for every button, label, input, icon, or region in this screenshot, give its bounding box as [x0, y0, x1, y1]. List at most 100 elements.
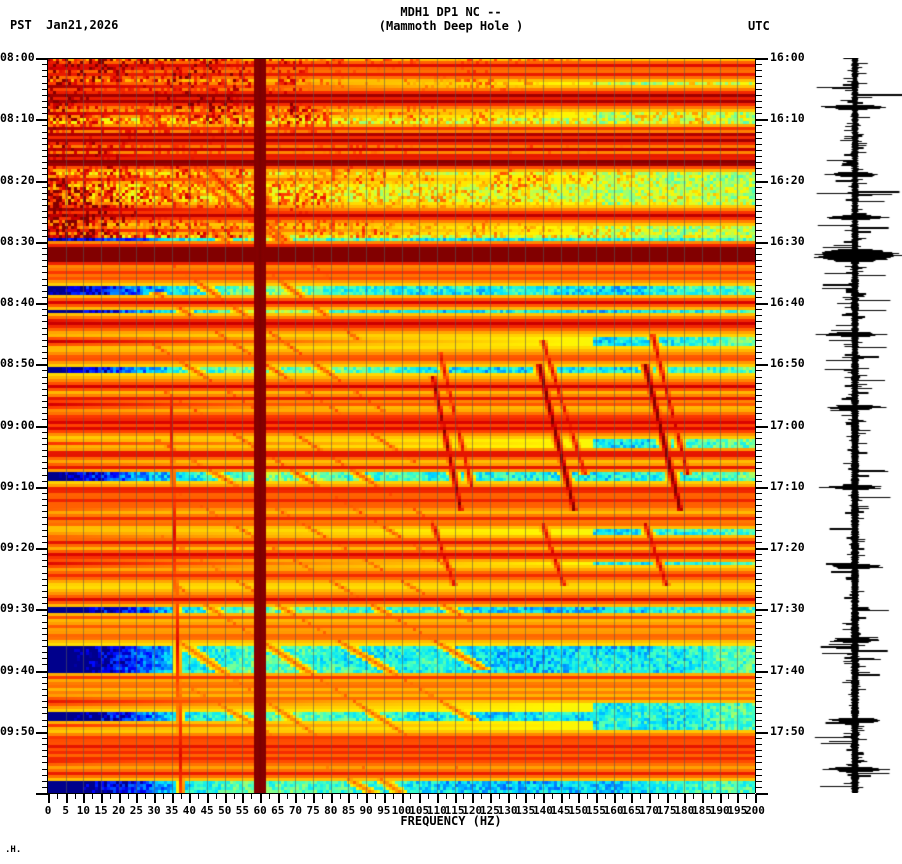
freq-label: 150	[568, 804, 589, 817]
freq-label: 155	[585, 804, 606, 817]
seismogram-trace-panel[interactable]	[800, 58, 902, 793]
time-tick-minor-right	[756, 438, 762, 439]
time-label-pst: 09:30	[0, 601, 35, 616]
timezone-left-label: PST	[10, 18, 32, 32]
freq-label: 145	[550, 804, 571, 817]
time-tick-minor-left	[42, 511, 48, 512]
time-tick-minor-right	[756, 597, 762, 598]
time-tick-minor-right	[756, 413, 762, 414]
time-tick-minor-right	[756, 156, 762, 157]
time-tick-minor-right	[756, 223, 762, 224]
freq-tick-minor	[499, 794, 500, 799]
freq-label: 85	[341, 804, 356, 817]
time-tick-minor-left	[42, 89, 48, 90]
freq-tick-major	[48, 794, 50, 803]
time-tick-minor-left	[42, 707, 48, 708]
freq-tick-major	[508, 794, 510, 803]
time-tick-minor-right	[756, 683, 762, 684]
freq-tick-major	[136, 794, 138, 803]
time-tick-minor-left	[42, 664, 48, 665]
freq-tick-minor	[198, 794, 199, 799]
time-tick-minor-right	[756, 450, 762, 451]
time-tick-minor-right	[756, 646, 762, 647]
freq-tick-major	[242, 794, 244, 803]
time-tick-minor-right	[756, 162, 762, 163]
time-tick-minor-left	[42, 168, 48, 169]
time-tick-minor-left	[42, 646, 48, 647]
freq-tick-major	[455, 794, 457, 803]
freq-tick-minor	[569, 794, 570, 799]
spectrogram-plot[interactable]	[48, 58, 755, 793]
time-tick-minor-right	[756, 744, 762, 745]
time-tick-minor-right	[756, 781, 762, 782]
freq-tick-minor	[216, 794, 217, 799]
freq-tick-minor	[357, 794, 358, 799]
freq-tick-major	[278, 794, 280, 803]
time-tick-minor-left	[42, 701, 48, 702]
freq-tick-minor	[693, 794, 694, 799]
time-tick-minor-left	[42, 597, 48, 598]
time-tick-minor-left	[42, 113, 48, 114]
time-tick-minor-left	[42, 156, 48, 157]
time-tick-major-left	[36, 242, 48, 244]
time-tick-minor-left	[42, 340, 48, 341]
time-tick-minor-left	[42, 640, 48, 641]
time-tick-minor-right	[756, 321, 762, 322]
freq-tick-major	[649, 794, 651, 803]
time-tick-minor-right	[756, 505, 762, 506]
freq-label: 55	[235, 804, 250, 817]
freq-tick-major	[154, 794, 156, 803]
time-tick-minor-left	[42, 769, 48, 770]
time-label-pst: 09:10	[0, 478, 35, 493]
freq-tick-minor	[393, 794, 394, 799]
time-tick-minor-right	[756, 493, 762, 494]
time-label-utc: 17:00	[770, 417, 805, 432]
time-label-utc: 17:20	[770, 540, 805, 554]
time-label-pst: 09:50	[0, 723, 35, 738]
time-tick-minor-right	[756, 511, 762, 512]
time-label-pst: 08:30	[0, 233, 35, 248]
time-tick-major-right	[756, 609, 768, 611]
time-tick-minor-left	[42, 144, 48, 145]
time-tick-minor-left	[42, 444, 48, 445]
freq-tick-minor	[375, 794, 376, 799]
freq-tick-major	[384, 794, 386, 803]
time-tick-minor-left	[42, 230, 48, 231]
freq-tick-minor	[640, 794, 641, 799]
time-tick-minor-right	[756, 579, 762, 580]
time-tick-minor-right	[756, 432, 762, 433]
freq-tick-major	[331, 794, 333, 803]
freq-label: 90	[359, 804, 373, 817]
spectrogram-canvas[interactable]	[48, 58, 755, 793]
time-label-utc: 16:40	[770, 295, 805, 309]
time-tick-minor-left	[42, 389, 48, 390]
freq-tick-major	[596, 794, 598, 803]
time-tick-minor-right	[756, 517, 762, 518]
time-tick-minor-right	[756, 542, 762, 543]
time-tick-minor-left	[42, 101, 48, 102]
freq-tick-minor	[481, 794, 482, 799]
time-tick-minor-right	[756, 622, 762, 623]
time-tick-minor-right	[756, 475, 762, 476]
freq-tick-major	[702, 794, 704, 803]
time-tick-minor-right	[756, 113, 762, 114]
time-tick-minor-right	[756, 677, 762, 678]
time-tick-minor-right	[756, 144, 762, 145]
time-tick-minor-right	[756, 107, 762, 108]
time-tick-minor-left	[42, 370, 48, 371]
freq-tick-major	[172, 794, 174, 803]
time-tick-minor-right	[756, 187, 762, 188]
time-label-utc: 16:50	[770, 356, 805, 371]
time-tick-minor-left	[42, 64, 48, 65]
time-tick-minor-left	[42, 475, 48, 476]
header-left-timezone-date: PST Jan21,2026	[10, 18, 118, 32]
freq-tick-minor	[340, 794, 341, 799]
page-title: MDH1 DP1 NC --	[400, 5, 502, 19]
freq-tick-major	[525, 794, 527, 803]
time-tick-minor-left	[42, 211, 48, 212]
seismogram-trace-canvas[interactable]	[800, 58, 902, 793]
plot-border-left	[47, 58, 48, 793]
freq-label: 195	[727, 804, 748, 817]
time-tick-minor-right	[756, 536, 762, 537]
time-tick-minor-right	[756, 444, 762, 445]
